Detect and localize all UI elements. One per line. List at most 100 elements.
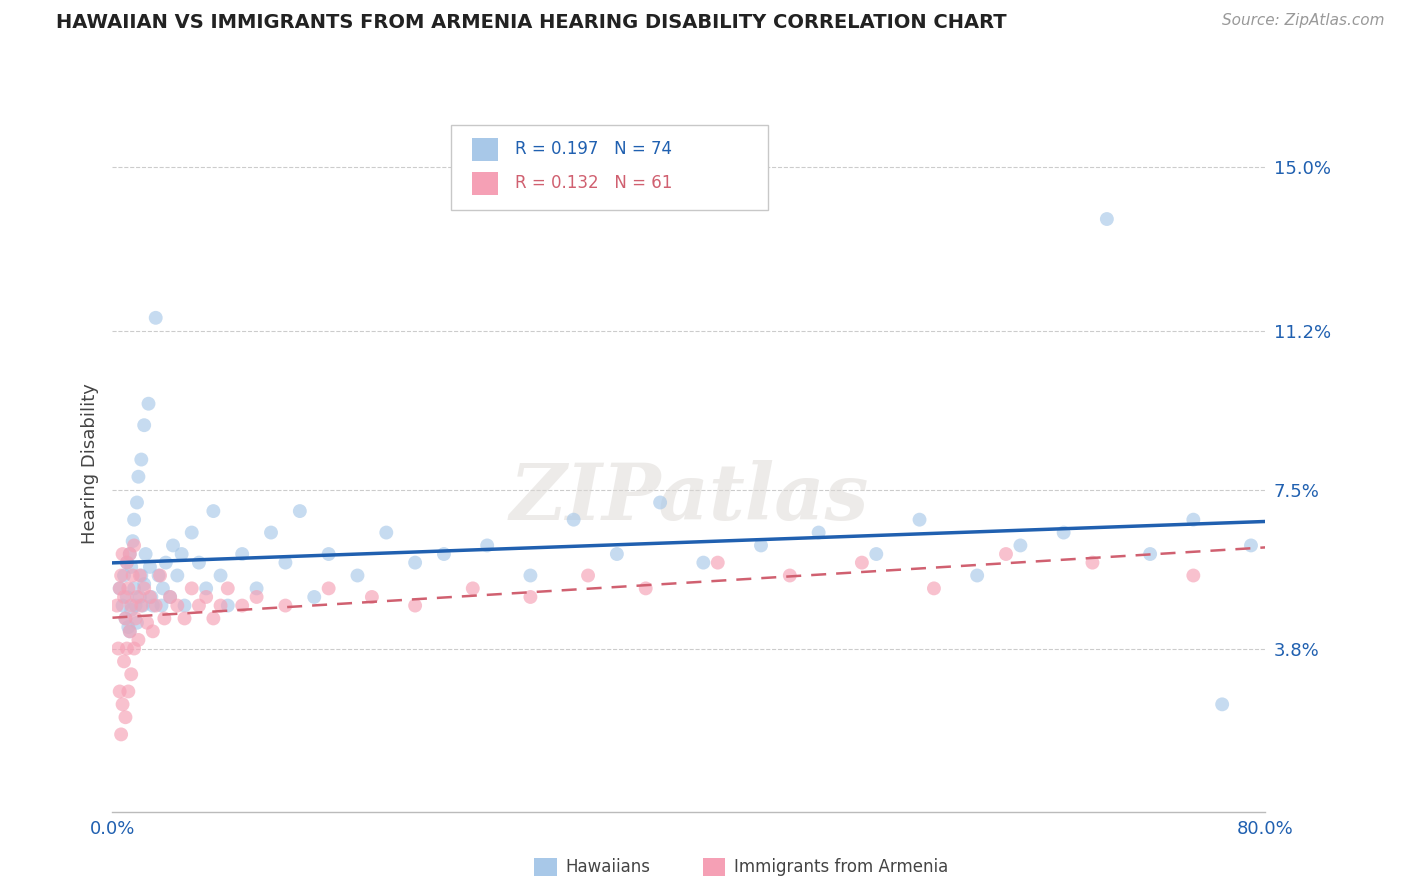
Text: R = 0.197   N = 74: R = 0.197 N = 74 <box>515 141 672 159</box>
Point <box>304 590 326 604</box>
Point <box>166 568 188 582</box>
Point <box>122 582 145 596</box>
Point <box>141 590 163 604</box>
Point <box>107 641 129 656</box>
Point <box>180 582 202 596</box>
Point <box>125 615 148 630</box>
Point <box>173 611 195 625</box>
Point <box>118 547 141 561</box>
Point <box>139 560 162 574</box>
Point <box>692 556 714 570</box>
Point <box>145 310 167 325</box>
Y-axis label: Hearing Disability: Hearing Disability <box>80 384 98 544</box>
Point <box>648 495 672 509</box>
Point <box>1139 547 1161 561</box>
Point <box>461 582 484 596</box>
Point <box>121 568 143 582</box>
Point <box>115 556 138 570</box>
Point <box>217 582 239 596</box>
Point <box>274 599 297 613</box>
Point <box>108 684 131 698</box>
Point <box>134 577 156 591</box>
Point <box>148 568 170 582</box>
Text: Hawaiians: Hawaiians <box>565 858 650 876</box>
Point <box>122 641 145 656</box>
Point <box>122 538 145 552</box>
Point <box>288 504 311 518</box>
Point <box>475 538 498 552</box>
Point <box>114 710 136 724</box>
Point <box>1095 212 1118 227</box>
Point <box>111 547 134 561</box>
Point <box>155 556 177 570</box>
Point <box>318 547 340 561</box>
Point <box>202 504 225 518</box>
Point <box>966 568 988 582</box>
Point <box>245 590 267 604</box>
Point <box>606 547 628 561</box>
Point <box>202 611 225 625</box>
Point <box>110 727 132 741</box>
Point <box>112 654 135 668</box>
Text: Immigrants from Armenia: Immigrants from Armenia <box>734 858 948 876</box>
Point <box>111 599 134 613</box>
Point <box>908 513 931 527</box>
Point <box>115 590 138 604</box>
Point <box>519 590 541 604</box>
Point <box>1240 538 1263 552</box>
Point <box>807 525 830 540</box>
Point <box>122 513 145 527</box>
Point <box>231 599 253 613</box>
Point <box>128 590 150 604</box>
Point <box>162 538 184 552</box>
Point <box>209 568 232 582</box>
Point <box>115 556 138 570</box>
Point <box>188 599 211 613</box>
Point <box>706 556 728 570</box>
Point <box>260 525 283 540</box>
Point <box>120 667 142 681</box>
Point <box>117 684 139 698</box>
Point <box>129 599 153 613</box>
Point <box>125 495 148 509</box>
Point <box>112 568 135 582</box>
Point <box>115 641 138 656</box>
Point <box>865 547 887 561</box>
Point <box>134 582 156 596</box>
Point <box>375 525 398 540</box>
Point <box>112 590 135 604</box>
Point <box>118 624 141 639</box>
Point <box>153 611 176 625</box>
Point <box>125 590 148 604</box>
Point <box>111 698 134 712</box>
Point <box>129 452 153 467</box>
Point <box>166 599 188 613</box>
Point <box>180 525 202 540</box>
Text: Source: ZipAtlas.com: Source: ZipAtlas.com <box>1222 13 1385 29</box>
Point <box>195 582 218 596</box>
Point <box>145 599 167 613</box>
Point <box>188 556 211 570</box>
Point <box>779 568 801 582</box>
Point <box>404 556 426 570</box>
Point <box>1182 513 1205 527</box>
Point <box>1182 568 1205 582</box>
Point <box>118 624 141 639</box>
Point <box>124 599 146 613</box>
Point <box>245 582 267 596</box>
Text: R = 0.132   N = 61: R = 0.132 N = 61 <box>515 175 672 193</box>
Point <box>127 632 149 647</box>
Text: ZIPatlas: ZIPatlas <box>509 460 869 537</box>
Point <box>129 568 153 582</box>
Point <box>105 599 128 613</box>
Point <box>142 599 165 613</box>
Point <box>851 556 873 570</box>
Point <box>128 568 150 582</box>
Point <box>149 568 172 582</box>
Point <box>360 590 382 604</box>
Text: HAWAIIAN VS IMMIGRANTS FROM ARMENIA HEARING DISABILITY CORRELATION CHART: HAWAIIAN VS IMMIGRANTS FROM ARMENIA HEAR… <box>56 13 1007 32</box>
Point <box>433 547 456 561</box>
Point <box>150 599 173 613</box>
Point <box>159 590 181 604</box>
Point <box>134 418 156 433</box>
